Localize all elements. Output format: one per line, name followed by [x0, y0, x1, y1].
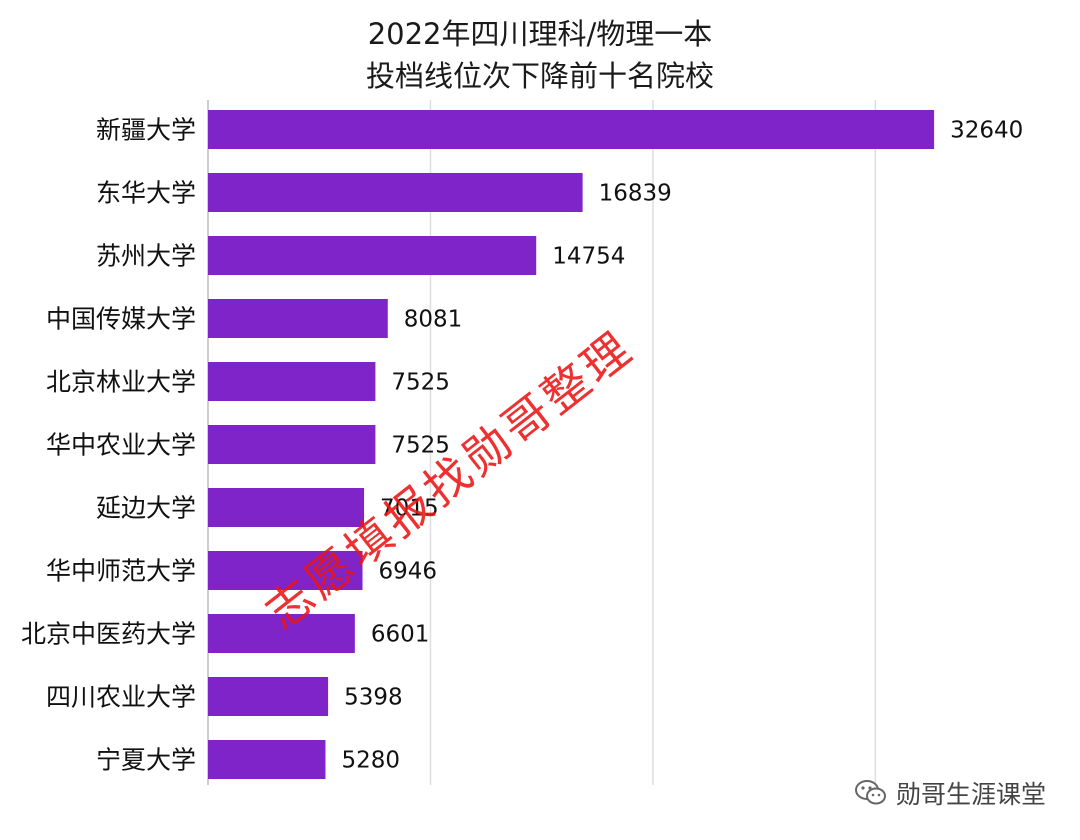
category-label: 中国传媒大学: [46, 305, 196, 334]
value-label: 16839: [599, 181, 672, 207]
category-labels: 新疆大学东华大学苏州大学中国传媒大学北京林业大学华中农业大学延边大学华中师范大学…: [21, 116, 196, 775]
category-label: 华中师范大学: [46, 557, 196, 586]
brand-label: 勋哥生涯课堂: [895, 780, 1046, 809]
bar: [208, 425, 376, 464]
bar: [208, 614, 355, 653]
bar: [208, 110, 935, 149]
category-label: 苏州大学: [96, 242, 196, 271]
bars: [208, 110, 935, 779]
value-label: 8081: [404, 307, 463, 333]
category-label: 东华大学: [96, 179, 196, 208]
value-label: 6946: [379, 559, 438, 585]
value-label: 5280: [341, 748, 400, 774]
bar: [208, 740, 326, 779]
value-label: 6601: [371, 622, 430, 648]
bar: [208, 299, 388, 338]
brand: 勋哥生涯课堂: [854, 775, 1046, 811]
bar: [208, 362, 376, 401]
category-label: 北京中医药大学: [21, 620, 196, 649]
category-label: 延边大学: [96, 494, 196, 523]
wechat-icon: [854, 780, 886, 805]
bar: [208, 236, 537, 275]
value-labels: 32640 16839 14754 8081 7525 7525 7015 6946 6601 5…: [341, 118, 1023, 774]
chart-title-line-1: 2022年四川理科/物理一本: [367, 17, 713, 51]
bar: [208, 488, 365, 527]
category-label: 华中农业大学: [46, 431, 196, 460]
value-label: 7015: [380, 496, 439, 522]
bar: [208, 677, 329, 716]
category-label: 新疆大学: [96, 116, 196, 145]
category-label: 四川农业大学: [46, 683, 196, 712]
value-label: 7525: [391, 433, 450, 459]
category-label: 北京林业大学: [46, 368, 196, 397]
value-label: 7525: [391, 370, 450, 396]
chart-title-line-2: 投档线位次下降前十名院校: [365, 59, 714, 93]
value-label: 5398: [344, 685, 403, 711]
category-label: 宁夏大学: [96, 746, 196, 775]
value-label: 14754: [552, 244, 625, 270]
value-label: 32640: [950, 118, 1023, 144]
bar: [208, 551, 363, 590]
bar: [208, 173, 583, 212]
